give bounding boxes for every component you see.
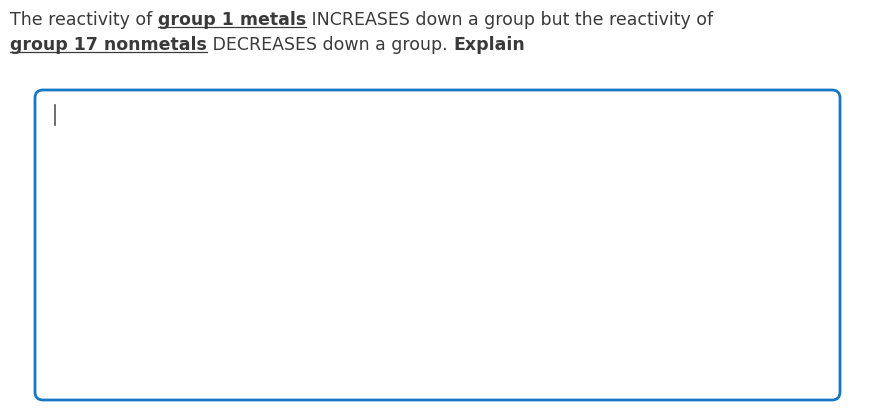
Text: INCREASES down a group but the reactivity of: INCREASES down a group but the reactivit… bbox=[306, 11, 712, 29]
Text: group 17 nonmetals: group 17 nonmetals bbox=[10, 36, 207, 54]
Text: The reactivity of: The reactivity of bbox=[10, 11, 158, 29]
Text: Explain: Explain bbox=[453, 36, 524, 54]
Text: DECREASES down a group.: DECREASES down a group. bbox=[207, 36, 453, 54]
FancyBboxPatch shape bbox=[35, 90, 839, 400]
Text: group 1 metals: group 1 metals bbox=[158, 11, 306, 29]
